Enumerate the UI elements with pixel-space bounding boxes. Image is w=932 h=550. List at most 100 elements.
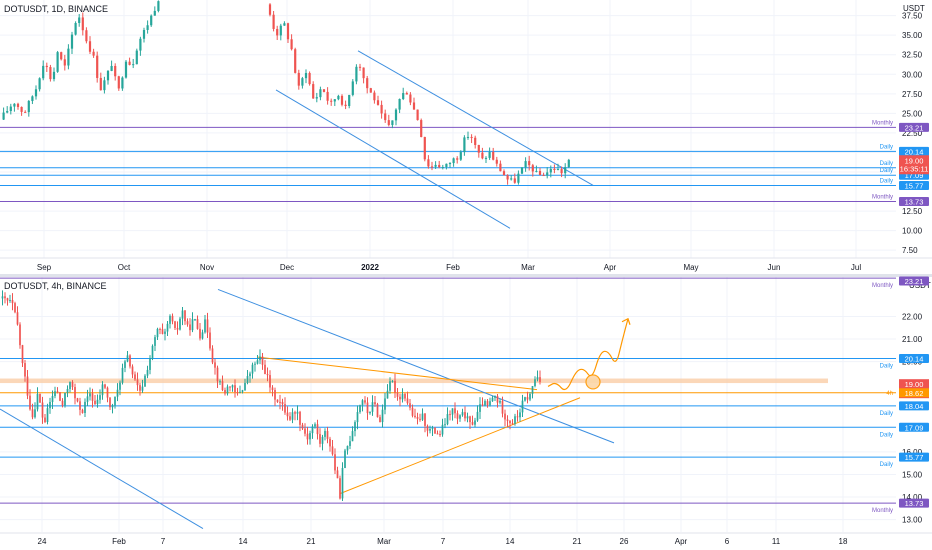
pane-separator[interactable] — [0, 274, 932, 277]
candle-body — [86, 396, 89, 402]
price-tick-4: 27.50 — [902, 90, 923, 99]
candle-body — [221, 381, 224, 390]
candle-body — [344, 104, 347, 106]
candle-body — [131, 366, 134, 375]
time-tick-0: 24 — [38, 537, 47, 546]
candle-body — [110, 65, 113, 71]
candle-body — [46, 408, 49, 423]
candle-body — [116, 389, 119, 397]
4h-plot-area[interactable] — [0, 277, 896, 532]
candle-body — [510, 178, 513, 180]
candle-body — [117, 76, 120, 89]
projection-path — [547, 318, 629, 391]
candle-body — [38, 78, 41, 90]
candle-body — [279, 25, 282, 36]
candle-body — [74, 22, 77, 35]
candle-body — [161, 329, 164, 334]
candle-body — [296, 411, 299, 414]
candle-body — [176, 327, 179, 330]
candle-body — [236, 392, 239, 394]
daily-price-tags: 23.2120.1418.0417.0915.7713.7319.0016:35… — [899, 122, 929, 206]
candle-body — [214, 362, 216, 368]
candle-body — [164, 331, 166, 334]
candle-body — [495, 159, 498, 164]
daily-plot-area[interactable] — [0, 0, 896, 258]
level-label-0: Monthly — [872, 283, 893, 289]
level-tag-4-bg — [899, 452, 929, 462]
candle-body — [486, 401, 489, 406]
candle-body — [24, 111, 27, 113]
candle-body — [99, 77, 102, 91]
candle-body — [149, 358, 151, 370]
candle-body — [351, 431, 354, 442]
candle-body — [434, 164, 437, 167]
candle-body — [404, 394, 406, 399]
candle-body — [499, 401, 501, 403]
candle-body — [51, 396, 54, 402]
time-tick-6: 7 — [441, 537, 446, 546]
candle-body — [329, 438, 331, 447]
candle-body — [129, 355, 131, 367]
candle-body — [71, 382, 74, 388]
candle-body — [246, 376, 249, 383]
candle-body — [291, 412, 294, 420]
candle-body — [454, 408, 456, 414]
candle-body — [94, 400, 96, 405]
time-tick-13: 18 — [839, 537, 848, 546]
4h-channel-line-0 — [217, 288, 615, 444]
candle-body — [446, 414, 449, 425]
candle-body — [461, 412, 464, 416]
candle-body — [336, 470, 339, 479]
candle-body — [101, 384, 104, 396]
candle-body — [268, 4, 272, 15]
level-label-1: Daily — [880, 363, 893, 369]
candle-body — [106, 70, 110, 81]
4h-time-axis: 24 Feb 7 14 21 Mar 7 14 21 26 Apr 6 11 18 — [38, 537, 848, 546]
candle-body — [96, 55, 99, 78]
candle-body — [529, 393, 531, 400]
candle-body — [319, 89, 322, 98]
candle-body — [354, 422, 356, 432]
candle-body — [286, 23, 290, 40]
candle-body — [121, 77, 124, 89]
candle-body — [153, 10, 156, 16]
candle-body — [361, 400, 364, 406]
candle-body — [297, 72, 300, 86]
daily-channel-lower — [275, 89, 511, 229]
time-tick-2: Nov — [200, 263, 214, 272]
price-tick-9: 12.50 — [902, 207, 923, 216]
candle-body — [29, 395, 31, 410]
candle-body — [150, 15, 153, 26]
time-tick-7: 14 — [506, 537, 515, 546]
candle-body — [358, 66, 362, 68]
candle-body — [294, 412, 296, 414]
candle-body — [21, 345, 24, 364]
candle-body — [351, 81, 354, 95]
candle-body — [199, 328, 201, 339]
candle-body — [444, 424, 446, 426]
time-tick-2: 7 — [161, 537, 166, 546]
candle-body — [424, 413, 426, 426]
candle-body — [194, 319, 196, 321]
4h-projection — [547, 317, 631, 391]
candle-body — [34, 89, 38, 97]
candle-body — [104, 384, 106, 388]
candle-body — [469, 416, 471, 423]
candle-body — [56, 52, 59, 72]
candle-body — [416, 416, 419, 419]
candle-body — [304, 72, 308, 79]
time-tick-9: Jun — [768, 263, 781, 272]
candle-body — [506, 175, 509, 180]
candle-body — [355, 66, 358, 82]
candle-body — [519, 412, 521, 418]
candle-body — [366, 402, 369, 414]
time-tick-4: 21 — [307, 537, 316, 546]
price-tick-6: 13.00 — [902, 516, 923, 525]
candle-body — [201, 332, 204, 339]
candle-body — [384, 113, 387, 121]
time-tick-8: 21 — [573, 537, 582, 546]
candle-body — [256, 360, 259, 364]
price-tick-10: 10.00 — [902, 227, 923, 236]
time-tick-10: Jul — [851, 263, 861, 272]
